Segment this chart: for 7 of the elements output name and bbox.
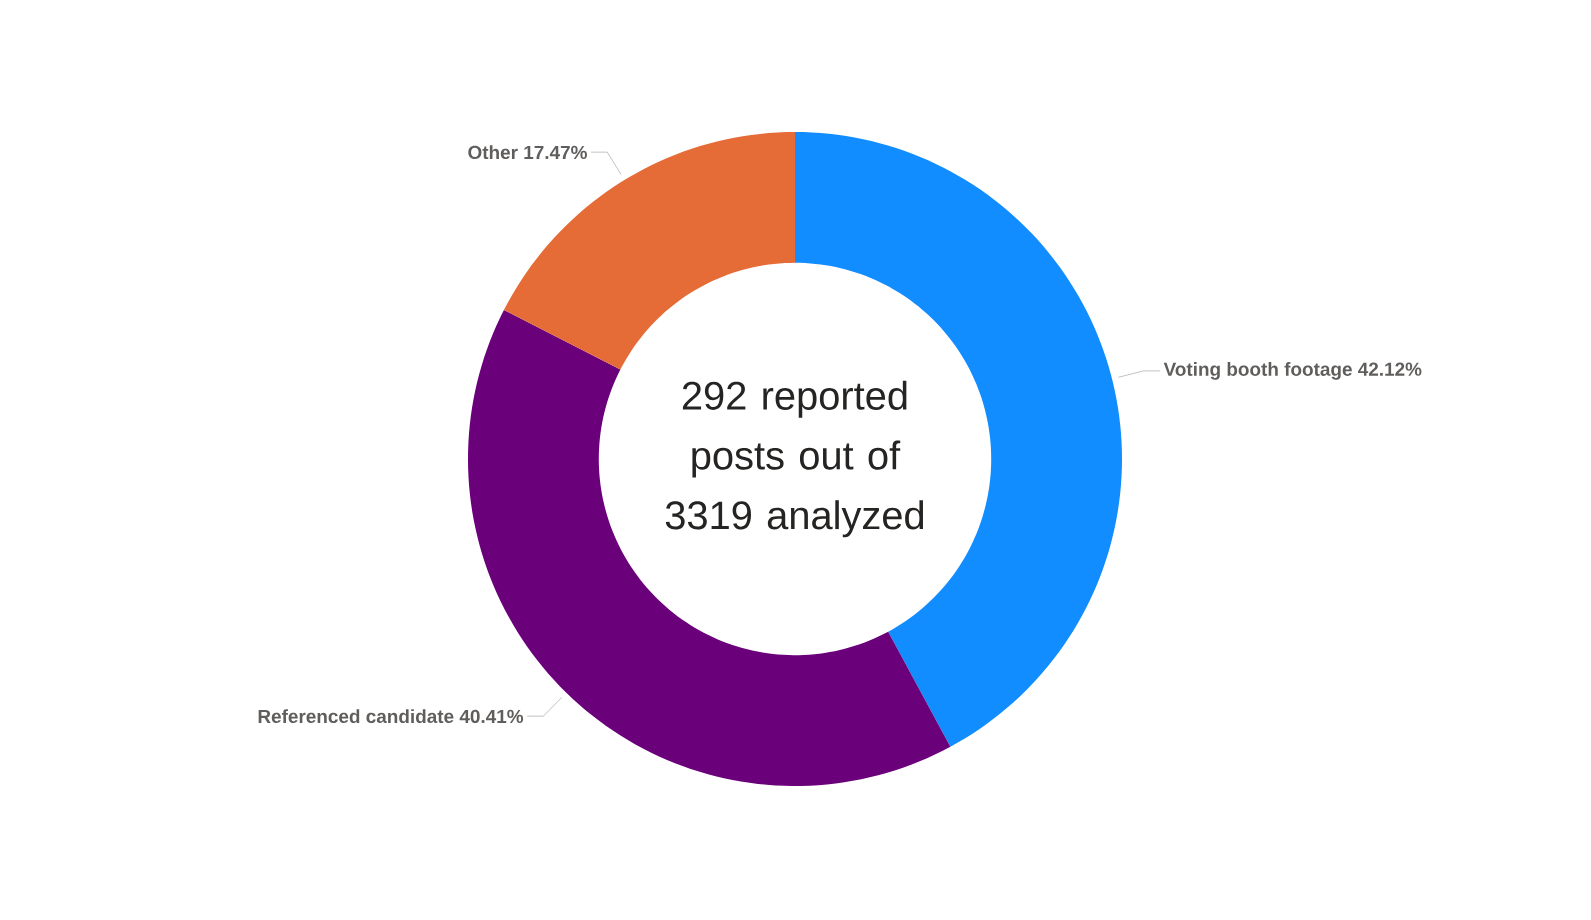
slice-label: Voting booth footage [1163, 362, 1352, 380]
data-label: 17.47% [524, 145, 587, 160]
slice-label: Other [468, 145, 518, 160]
data-label: 40.41% [459, 709, 524, 724]
text: 292 reported posts out of 3319 analyzed [665, 380, 924, 538]
slice-label: Referenced candidate [258, 709, 454, 724]
data-label: 42.12% [1358, 362, 1422, 376]
